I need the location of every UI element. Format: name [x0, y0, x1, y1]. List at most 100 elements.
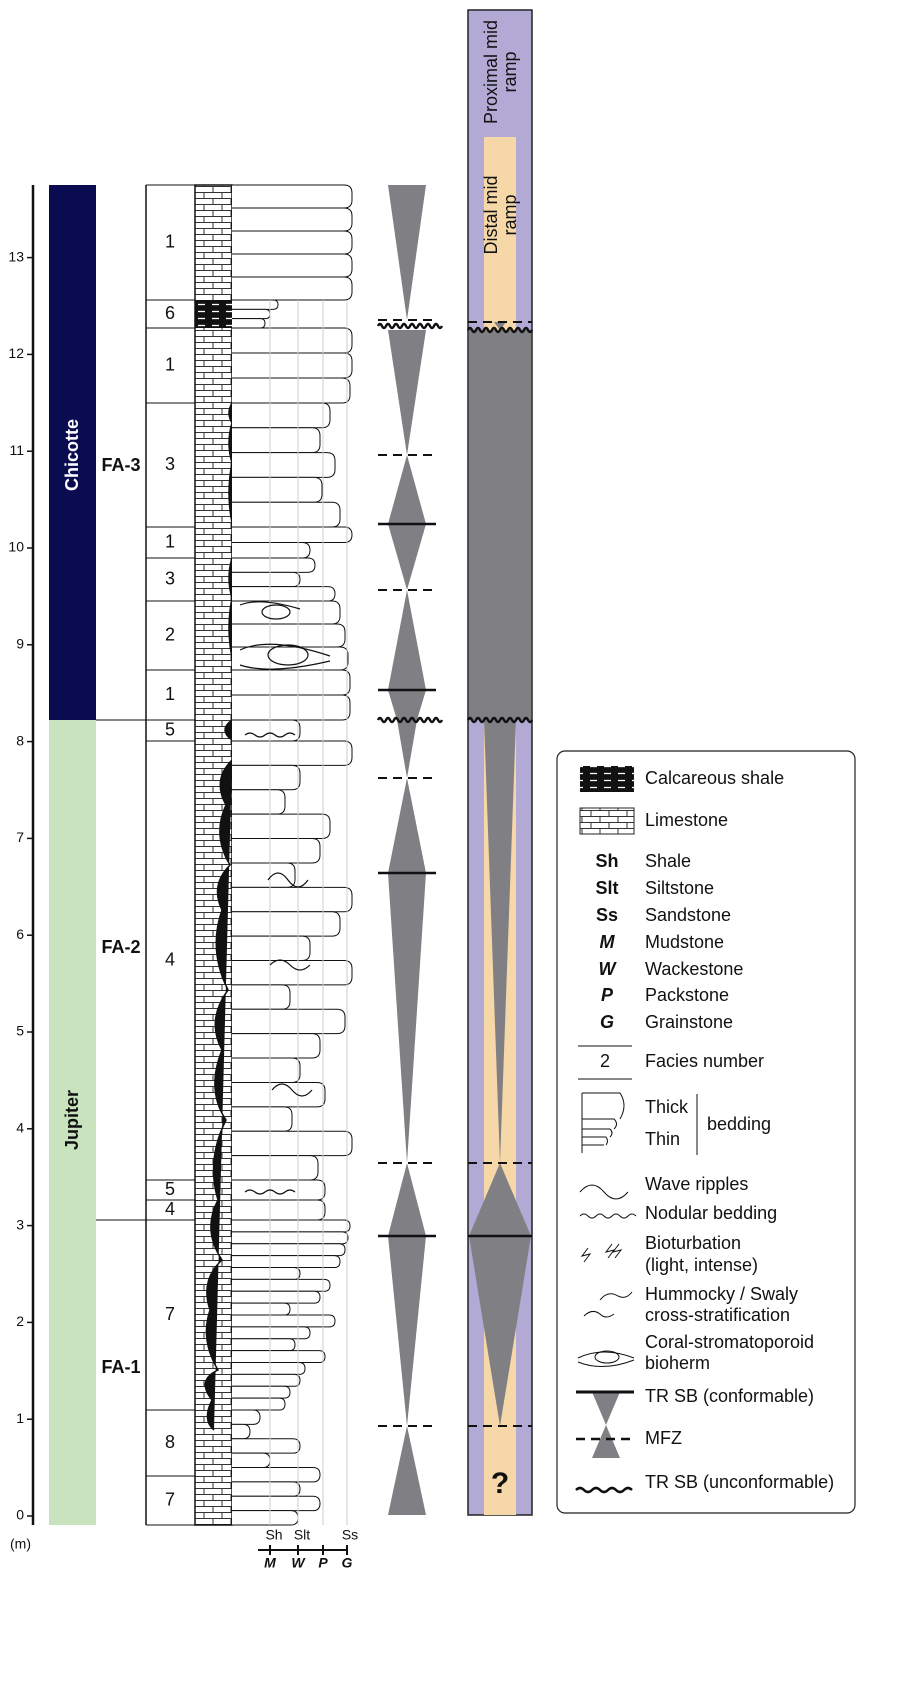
bed — [232, 319, 265, 328]
bed — [232, 1410, 260, 1424]
facies-number: 1 — [165, 684, 175, 704]
axis-tick-label: 2 — [16, 1313, 24, 1329]
fa-label: FA-2 — [101, 937, 140, 957]
unconformity — [378, 324, 442, 328]
bed — [232, 1009, 345, 1033]
axis-tick-label: 10 — [8, 539, 24, 555]
bed — [232, 1482, 300, 1496]
legend-code: M — [600, 932, 616, 952]
bed — [232, 1268, 300, 1280]
bed — [232, 587, 335, 601]
bed — [232, 1363, 305, 1375]
texture-label: P — [318, 1555, 328, 1571]
facies-number: 4 — [165, 1199, 175, 1219]
bed — [232, 624, 345, 647]
legend-code: W — [599, 959, 618, 979]
bed — [232, 572, 300, 586]
bed — [232, 378, 350, 403]
facies-number: 1 — [165, 231, 175, 251]
axis-tick-label: 11 — [9, 442, 24, 458]
legend-label: Thick — [645, 1097, 689, 1117]
facies-number: 3 — [165, 568, 175, 588]
bed — [232, 502, 340, 527]
formation-label: Chicotte — [62, 419, 82, 491]
tr-trend — [388, 455, 426, 524]
bed — [232, 208, 352, 231]
facies-number: 5 — [165, 719, 175, 739]
legend-label: Wave ripples — [645, 1174, 748, 1194]
bed — [232, 1256, 340, 1268]
legend-code: Slt — [595, 878, 618, 898]
bed — [232, 1131, 352, 1155]
axis-tick-label: 0 — [16, 1507, 24, 1523]
bed — [232, 1291, 320, 1303]
tr-trend — [388, 185, 426, 320]
facies-number: 5 — [165, 1179, 175, 1199]
texture-label: W — [291, 1555, 306, 1571]
bed — [232, 185, 352, 208]
bed — [232, 647, 348, 670]
axis-tick-label: 1 — [16, 1410, 24, 1426]
bed — [232, 477, 322, 502]
bed — [232, 1232, 348, 1244]
legend-code: 2 — [600, 1051, 610, 1071]
legend-label: bedding — [707, 1114, 771, 1134]
bed — [232, 453, 335, 478]
bed — [232, 1453, 270, 1467]
axis-tick-label: 8 — [16, 732, 24, 748]
grain-size-label: Sh — [265, 1527, 282, 1543]
bed — [232, 961, 352, 985]
legend-label: Limestone — [645, 810, 728, 830]
legend-code: Ss — [596, 905, 618, 925]
legend-label: MFZ — [645, 1428, 682, 1448]
bed — [232, 985, 290, 1009]
bed — [232, 558, 315, 572]
bed — [232, 1339, 295, 1351]
legend-label: Mudstone — [645, 932, 724, 952]
facies-number: 3 — [165, 454, 175, 474]
legend-label: cross-stratification — [645, 1305, 790, 1325]
env-trend — [469, 330, 531, 720]
bed — [232, 277, 352, 300]
bed — [232, 1303, 290, 1315]
bed — [232, 1496, 320, 1510]
legend-code: Sh — [595, 851, 618, 871]
facies-number: 8 — [165, 1432, 175, 1452]
shale-bed — [195, 300, 232, 328]
bed — [232, 601, 340, 624]
legend-label: Nodular bedding — [645, 1203, 777, 1223]
legend-label: Bioturbation — [645, 1233, 741, 1253]
bed — [232, 1439, 300, 1453]
bed — [232, 353, 352, 378]
environment-label: Proximal mid — [481, 20, 501, 124]
legend-label: Facies number — [645, 1051, 764, 1071]
bed — [232, 912, 340, 936]
fa-label: FA-3 — [101, 455, 140, 475]
facies-number: 7 — [165, 1489, 175, 1509]
grain-size-label: Slt — [294, 1527, 310, 1543]
bed — [232, 309, 270, 318]
environment-label: ramp — [500, 51, 520, 92]
texture-label: G — [342, 1555, 353, 1571]
bed — [232, 1107, 292, 1131]
legend-label: Calcareous shale — [645, 768, 784, 788]
stratigraphic-log: (m) Chicotte Jupiter FA-3 FA-2 FA-1 Sh S… — [0, 0, 918, 1688]
legend-code: P — [601, 985, 614, 1005]
bed — [232, 1351, 325, 1363]
facies-number: 4 — [165, 949, 175, 969]
legend-label: Thin — [645, 1129, 680, 1149]
legend-label: Hummocky / Swaly — [645, 1284, 798, 1304]
legend-label: bioherm — [645, 1353, 710, 1373]
bed — [232, 1058, 300, 1082]
formation-label: Jupiter — [62, 1090, 82, 1150]
fa-label: FA-1 — [101, 1357, 140, 1377]
bed — [232, 1034, 320, 1058]
axis-tick-label: 13 — [8, 248, 24, 264]
axis-tick-label: 7 — [16, 829, 24, 845]
bed — [232, 428, 320, 453]
bed — [232, 670, 350, 695]
bed — [232, 1315, 335, 1327]
legend-label: Packstone — [645, 985, 729, 1005]
legend-code: G — [600, 1012, 614, 1032]
